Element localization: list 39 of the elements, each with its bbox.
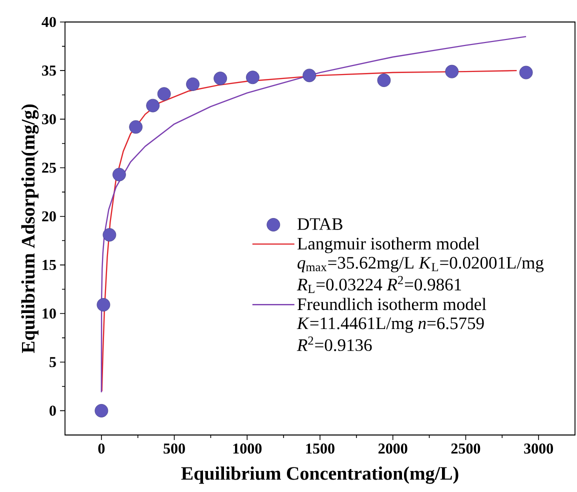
legend-label: DTAB xyxy=(297,218,342,230)
point xyxy=(146,98,160,112)
point xyxy=(519,66,533,80)
point xyxy=(102,228,116,242)
y-axis-title: Equilibrium Adsorption(mg/g) xyxy=(21,104,39,354)
annotation: R$_{L}$=0.03224 R$^{2}$=0.9861 xyxy=(296,276,462,293)
annotation: R$^{2}$=0.9136 xyxy=(296,336,372,352)
y-tick-label: 10 xyxy=(42,308,56,319)
y-tick-label: 40 xyxy=(42,16,56,28)
point xyxy=(96,298,110,312)
x-tick-label: 1000 xyxy=(233,444,262,454)
point xyxy=(377,74,391,88)
legend-label: Langmuir isotherm model xyxy=(297,237,480,254)
point xyxy=(302,68,316,82)
y-tick-label: 30 xyxy=(42,114,56,124)
point xyxy=(445,64,459,78)
point xyxy=(246,70,260,84)
point xyxy=(186,77,200,91)
x-tick-label: 3000 xyxy=(524,444,553,454)
y-tick-label: 35 xyxy=(42,66,56,76)
x-tick-label: 1500 xyxy=(306,444,334,454)
x-axis-title: Equilibrium Concentration(mg/L) xyxy=(181,466,458,484)
point xyxy=(94,404,108,418)
y-tick-label: 20 xyxy=(42,211,56,222)
x-tick-label: 500 xyxy=(164,444,185,454)
annotation: q$_{max}$=35.62mg/L K$_{L}$=0.02001L/mg xyxy=(298,256,544,272)
point xyxy=(214,72,228,86)
y-tick-label: 25 xyxy=(42,162,56,173)
x-tick-label: 2000 xyxy=(378,444,408,454)
point xyxy=(129,120,143,134)
annotation: K=11.4461L/mg n=6.5759 xyxy=(296,317,484,333)
y-tick-label: 5 xyxy=(50,357,56,368)
point xyxy=(157,87,171,101)
x-tick-label: 2500 xyxy=(451,444,480,454)
y-tick-label: 0 xyxy=(50,406,56,416)
point xyxy=(112,168,126,182)
legend-label: Freundlich isotherm model xyxy=(297,298,486,310)
y-tick-label: 15 xyxy=(42,260,56,270)
x-tick-label: 0 xyxy=(98,444,105,454)
